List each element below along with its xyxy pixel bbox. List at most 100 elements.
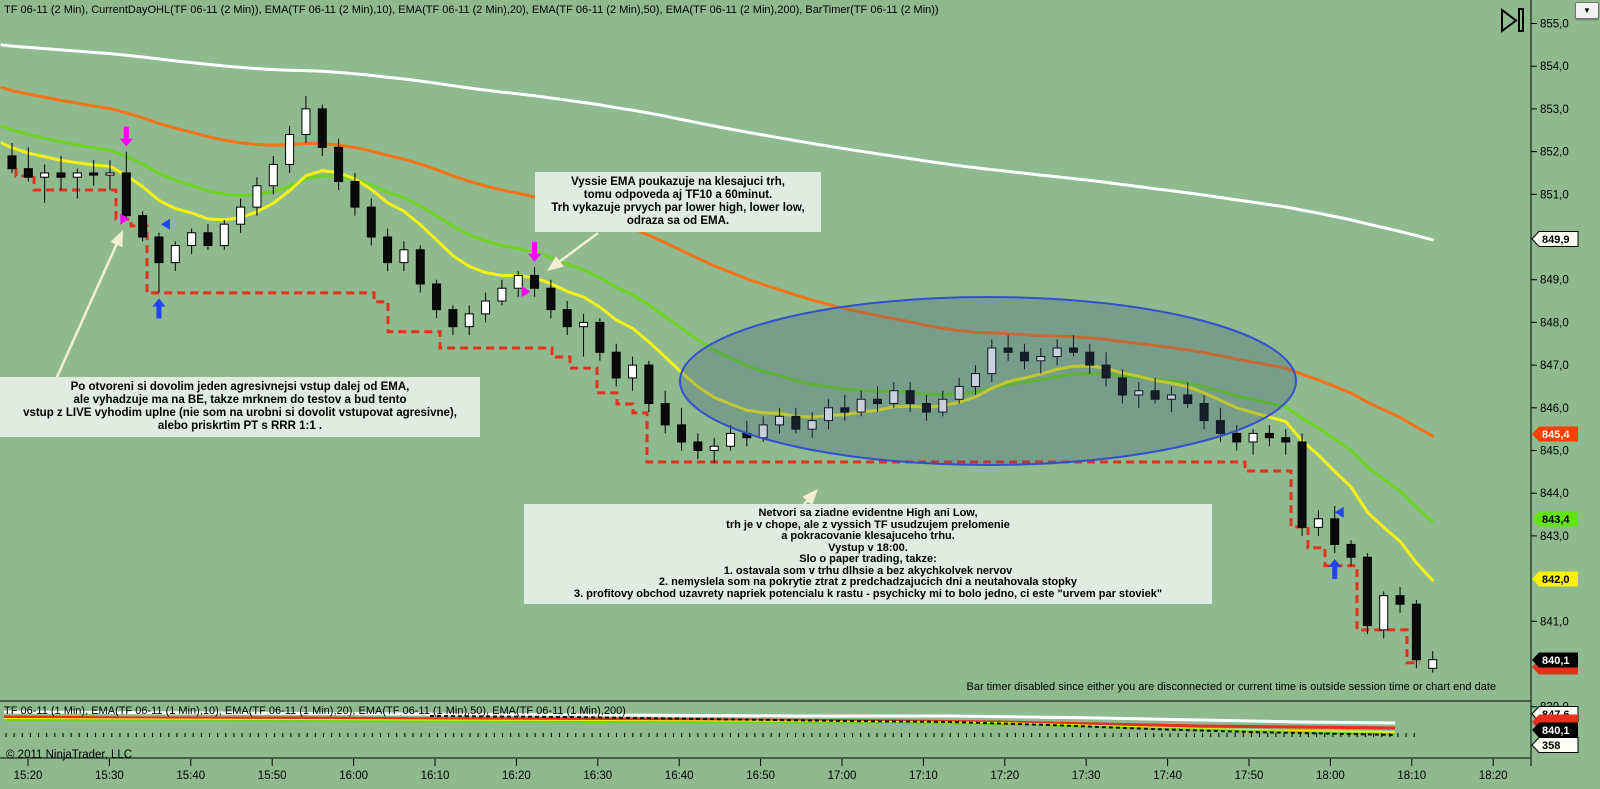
time-axis-label: 16:40 — [665, 770, 694, 782]
candle-down — [383, 236, 393, 264]
candle-up — [40, 172, 50, 178]
annotation-box-trend: Vyssie EMA poukazuje na klesajuci trh, t… — [535, 172, 821, 232]
candle-up — [252, 185, 262, 208]
time-axis-label: 15:40 — [176, 770, 205, 782]
price-tag-shape — [1531, 737, 1579, 753]
candle-down — [644, 364, 654, 405]
price-tag: 843,4 — [1532, 511, 1578, 527]
triangle-left-marker — [1334, 506, 1344, 518]
candle-down — [317, 108, 327, 148]
price-axis-label: 855,0 — [1540, 19, 1569, 31]
candle-down — [89, 172, 99, 176]
candle-down — [1019, 351, 1029, 362]
time-axis-label: 15:50 — [258, 770, 287, 782]
price-axis-label: 846,0 — [1540, 403, 1569, 415]
candle-down — [872, 398, 882, 405]
annotation-arrow-line — [554, 231, 599, 267]
candle-down — [138, 215, 148, 238]
price-axis[interactable]: 855,0 854,0 853,0 852,0 851,0 849,0 848,0 847,0… — [1531, 19, 1569, 714]
candle-up — [105, 172, 115, 176]
candle-down — [562, 309, 572, 328]
candle-down — [840, 407, 850, 413]
candle-up — [807, 420, 817, 430]
main-chart-title: TF 06-11 (2 Min), CurrentDayOHL(TF 06-11… — [4, 4, 939, 16]
price-axis-label: 841,0 — [1540, 616, 1569, 628]
candles-layer — [7, 96, 1438, 673]
price-axis-label: 848,0 — [1540, 317, 1569, 329]
time-axis[interactable]: 15:20 15:30 15:40 15:50 16:00 16:10 16:20 16:30… — [14, 759, 1508, 782]
time-axis-label: 18:20 — [1479, 770, 1508, 782]
time-axis-label: 16:10 — [421, 770, 450, 782]
price-axis-label: 853,0 — [1540, 104, 1569, 116]
triangle-right-marker — [120, 213, 130, 225]
time-axis-label: 15:20 — [14, 770, 43, 782]
price-tag: 849,9 — [1531, 231, 1579, 247]
price-axis-label: 851,0 — [1540, 189, 1569, 201]
candle-down — [677, 424, 687, 443]
ema50-line — [0, 86, 1435, 438]
candle-up — [187, 232, 197, 247]
candle-down — [1068, 347, 1078, 353]
price-tag-label: 840,1 — [1542, 725, 1570, 737]
candle-down — [1264, 432, 1274, 439]
price-tag: 842,0 — [1532, 571, 1578, 587]
candle-up — [219, 223, 229, 247]
candle-down — [1330, 518, 1340, 545]
candle-down — [1281, 437, 1291, 443]
candle-up — [1428, 659, 1438, 669]
candle-up — [1248, 432, 1258, 443]
candle-down — [1199, 403, 1209, 422]
annotation-arrow-line — [55, 238, 121, 378]
candle-down — [1117, 377, 1127, 396]
sub-chart-title: TF 06-11 (1 Min), EMA(TF 06-11 (1 Min),1… — [4, 705, 626, 717]
price-axis-label: 845,0 — [1540, 446, 1569, 458]
time-axis-label: 18:10 — [1397, 770, 1426, 782]
candle-up — [709, 445, 719, 452]
candle-down — [121, 172, 131, 217]
candle-down — [1362, 556, 1372, 627]
candle-up — [856, 398, 866, 413]
play-triangle-icon — [1501, 8, 1518, 33]
annotation-arrow-head — [547, 256, 564, 271]
candle-up — [889, 390, 899, 405]
price-tag: 840,1 — [1532, 652, 1578, 668]
price-tag-shape — [1531, 231, 1579, 247]
time-axis-label: 16:00 — [339, 770, 368, 782]
candle-up — [1166, 394, 1176, 400]
price-tag-label: 842,0 — [1542, 574, 1570, 586]
candle-down — [660, 403, 670, 426]
candle-down — [1395, 595, 1405, 605]
price-axis-label: 844,0 — [1540, 488, 1569, 500]
arrow-up-marker — [1328, 558, 1342, 579]
candle-up — [628, 364, 638, 379]
candle-down — [7, 155, 17, 170]
bar-timer-message: Bar timer disabled since either you are … — [966, 681, 1497, 693]
ema50-1min-line — [429, 715, 1396, 736]
price-axis-label: 849,0 — [1540, 275, 1569, 287]
candle-down — [1003, 347, 1013, 353]
copyright-label: © 2011 NinjaTrader, LLC — [6, 749, 133, 761]
candle-down — [154, 236, 164, 264]
annotation-box-exit: Netvori sa ziadne evidentne High ani Low… — [524, 504, 1212, 604]
price-tag-shape — [1532, 571, 1578, 587]
candle-down — [448, 309, 458, 328]
candle-down — [1101, 364, 1111, 379]
candle-down — [1215, 420, 1225, 434]
candle-down — [366, 206, 376, 238]
triangle-right-marker — [521, 286, 531, 298]
time-axis-label: 16:50 — [746, 770, 775, 782]
time-axis-label: 17:30 — [1072, 770, 1101, 782]
candle-down — [546, 287, 556, 311]
candle-down — [905, 390, 915, 405]
candle-up — [970, 373, 980, 387]
time-axis-label: 18:00 — [1316, 770, 1345, 782]
ema10-line — [0, 141, 1435, 582]
candle-down — [1411, 603, 1421, 661]
candle-up — [236, 206, 246, 225]
trade-markers — [119, 126, 1344, 579]
axis-dropdown-button[interactable]: ▼ — [1575, 2, 1599, 19]
candle-down — [791, 415, 801, 430]
candle-up — [726, 432, 736, 447]
